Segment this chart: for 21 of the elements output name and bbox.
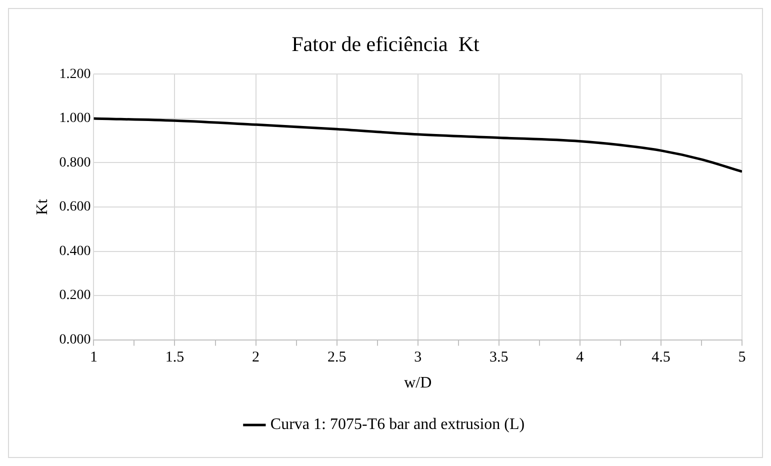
x-tick-label: 4.5 xyxy=(652,350,670,366)
y-tick-label: 0.400 xyxy=(59,244,91,259)
x-axis-title: w/D xyxy=(404,374,432,392)
y-tick-label: 0.000 xyxy=(59,332,91,348)
line-series xyxy=(94,117,742,173)
x-tick-label: 1.5 xyxy=(165,350,184,366)
y-tick-label: 0.200 xyxy=(59,288,91,304)
x-tick-label: 3 xyxy=(414,350,422,366)
chart-title: Fator de eficiência Kt xyxy=(292,32,480,56)
y-axis-title: Kt xyxy=(34,198,51,215)
y-tick-label: 1.200 xyxy=(59,66,91,82)
x-tick-label: 3.5 xyxy=(490,350,508,366)
x-tick-label: 5 xyxy=(738,350,746,366)
y-tick-label: 0.800 xyxy=(59,155,91,170)
x-tick-label: 2 xyxy=(252,350,260,366)
y-tick-label: 0.600 xyxy=(59,200,91,215)
x-tick-label: 4 xyxy=(576,350,584,366)
x-tick-label: 2.5 xyxy=(327,350,346,366)
legend-label: Curva 1: 7075-T6 bar and extrusion (L) xyxy=(270,416,525,434)
y-tick-label: 1.000 xyxy=(59,111,91,126)
x-tick-label: 1 xyxy=(90,350,98,366)
